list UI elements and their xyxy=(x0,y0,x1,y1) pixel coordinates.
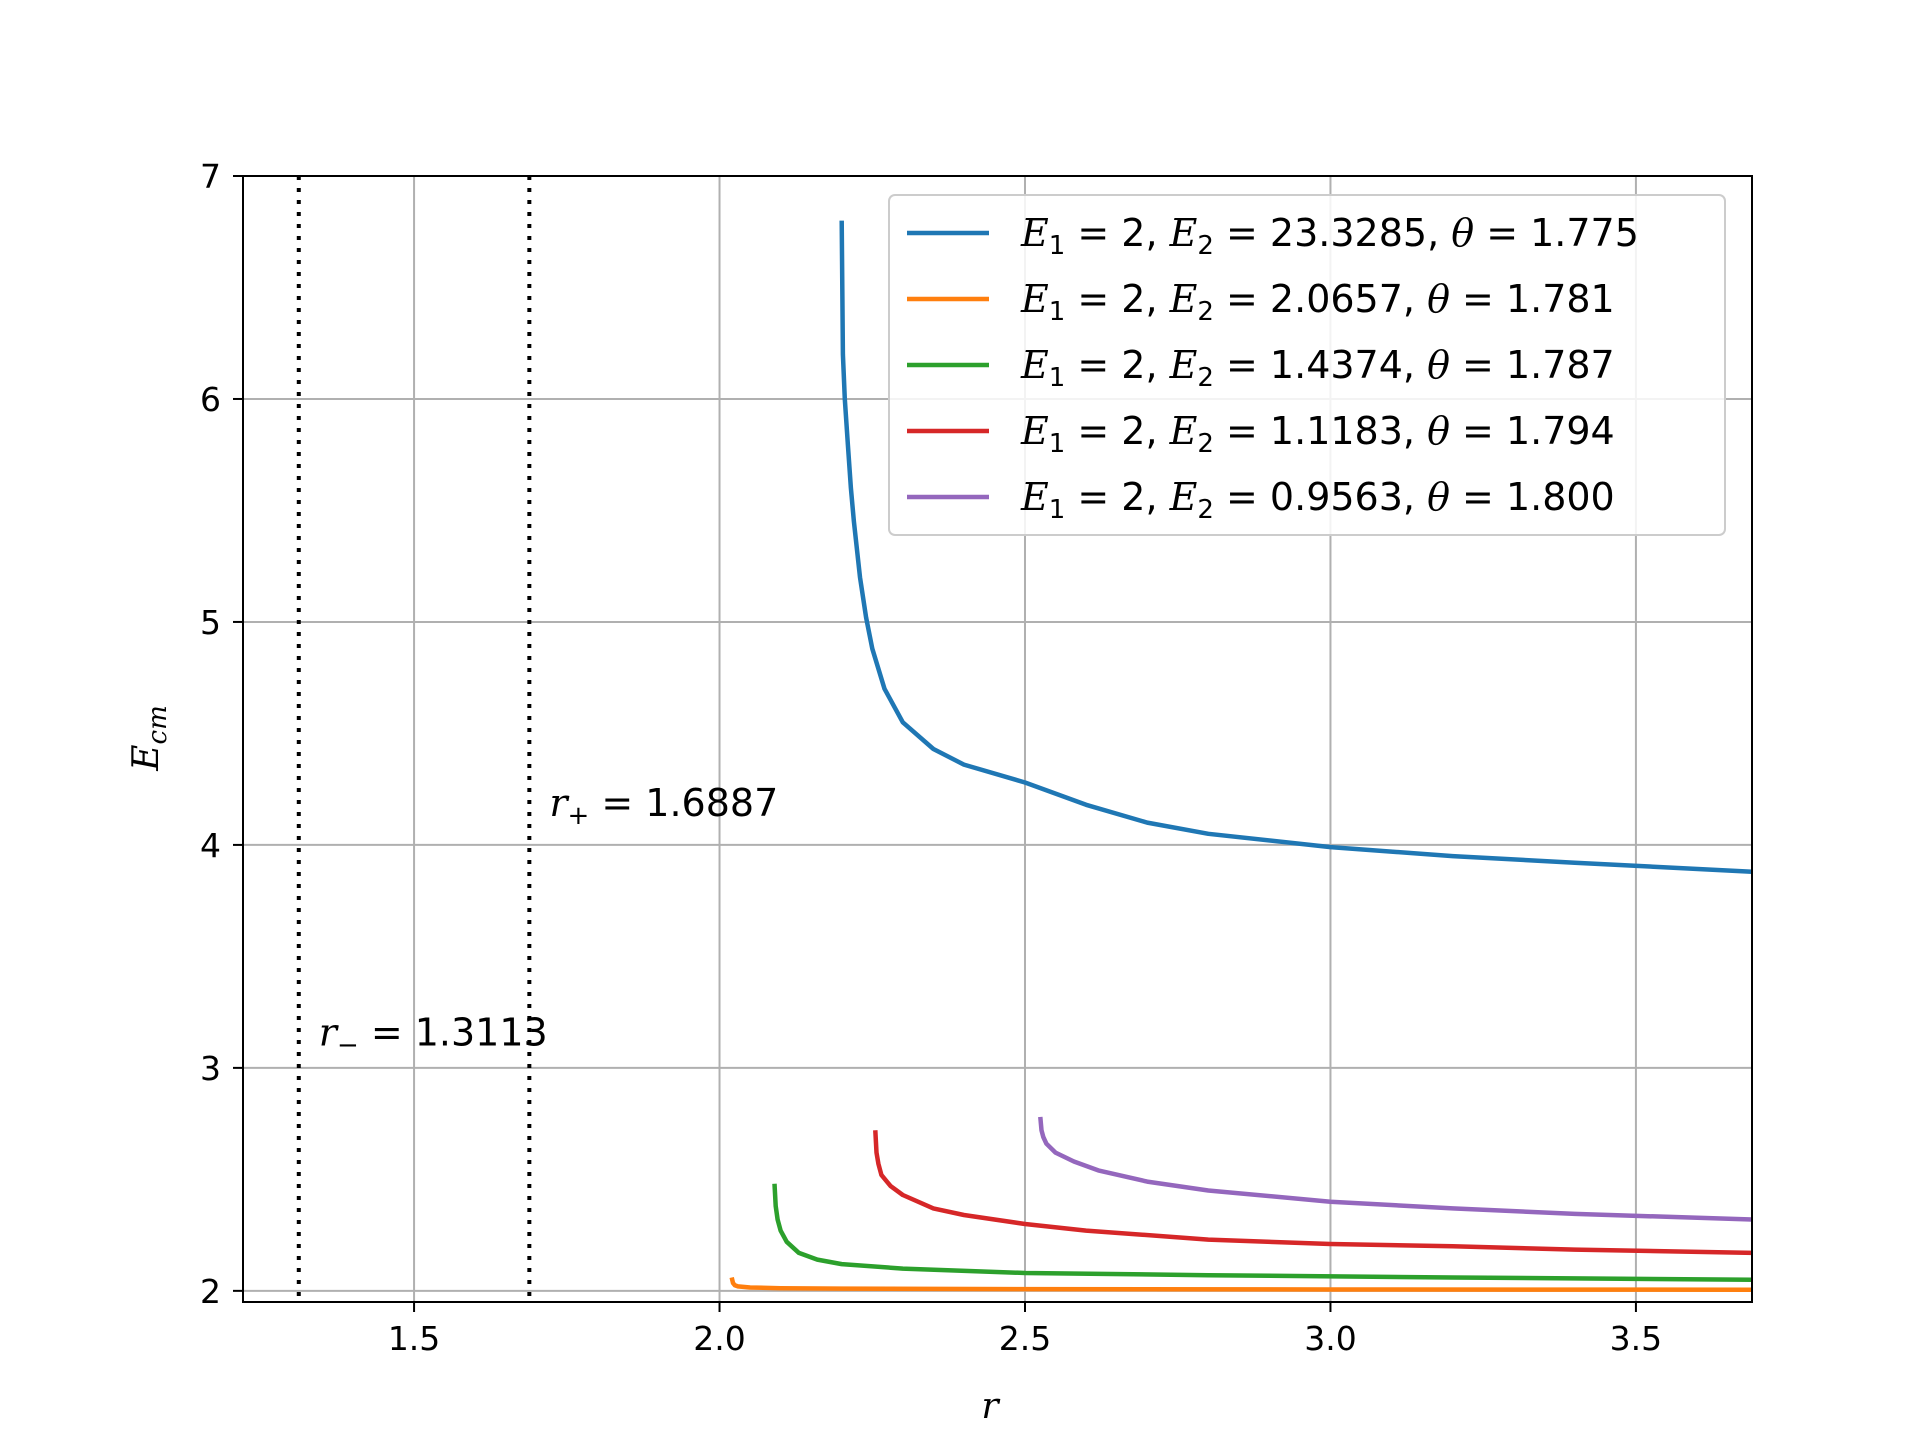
legend-symbol: E xyxy=(1169,475,1198,519)
horizon-subscript: + xyxy=(568,801,590,831)
legend-symbol: θ xyxy=(1427,277,1450,321)
legend-subscript: 2 xyxy=(1197,231,1214,261)
y-axis-label-sub: cm xyxy=(143,705,173,744)
horizon-label-r_minus: r− = 1.3113 xyxy=(319,1011,548,1061)
horizon-subscript: − xyxy=(337,1031,359,1061)
series-line-3 xyxy=(873,1130,1753,1256)
legend-entry-4: E1 = 2, E2 = 0.9563, θ = 1.800 xyxy=(1020,475,1615,525)
series-line-4 xyxy=(1038,1116,1753,1222)
legend-symbol: E xyxy=(1020,409,1049,453)
horizon-symbol: r xyxy=(319,1011,340,1055)
axis-ticks: 1.5 2.0 2.5 3.0 3.5 2 3 4 5 6 7 xyxy=(200,157,1662,1358)
y-axis-label: Ecm xyxy=(126,705,173,772)
legend-entry-1: E1 = 2, E2 = 2.0657, θ = 1.781 xyxy=(1020,277,1615,327)
y-tick-label: 3 xyxy=(200,1049,221,1088)
y-tick-label: 7 xyxy=(200,157,221,196)
legend-value: = 2, xyxy=(1065,343,1169,387)
series-line-1 xyxy=(729,1276,1753,1292)
x-tick-label: 2.0 xyxy=(693,1319,745,1358)
legend-value: = 1.1183, xyxy=(1214,409,1427,453)
legend-value: = 2, xyxy=(1065,277,1169,321)
legend-value: = 2, xyxy=(1065,409,1169,453)
y-tick-label: 6 xyxy=(200,380,221,419)
legend-symbol: E xyxy=(1020,277,1049,321)
legend-entry-3: E1 = 2, E2 = 1.1183, θ = 1.794 xyxy=(1020,409,1615,459)
legend-symbol: θ xyxy=(1427,475,1450,519)
legend-symbol: θ xyxy=(1427,343,1450,387)
legend-box xyxy=(888,194,1726,536)
legend-subscript: 2 xyxy=(1197,429,1214,459)
horizon-value: 1.6887 xyxy=(645,781,778,825)
y-tick-label: 5 xyxy=(200,603,221,642)
legend-value: = 2, xyxy=(1065,475,1169,519)
legend-value: = 1.775 xyxy=(1474,211,1639,255)
series-lines xyxy=(729,220,1753,1292)
legend-symbol: θ xyxy=(1451,211,1474,255)
legend-entry-2: E1 = 2, E2 = 1.4374, θ = 1.787 xyxy=(1020,343,1615,393)
legend-value: = 0.9563, xyxy=(1214,475,1427,519)
legend-value: = 1.787 xyxy=(1450,343,1615,387)
legend-subscript: 2 xyxy=(1197,495,1214,525)
legend-subscript: 1 xyxy=(1049,231,1066,261)
x-tick-label: 3.5 xyxy=(1610,1319,1662,1358)
y-tick-label: 4 xyxy=(200,826,221,865)
x-tick-label: 2.5 xyxy=(999,1319,1051,1358)
legend-subscript: 1 xyxy=(1049,363,1066,393)
legend-symbol: E xyxy=(1169,211,1198,255)
y-tick-label: 2 xyxy=(200,1272,221,1311)
legend-symbol: E xyxy=(1169,409,1198,453)
legend-symbol: θ xyxy=(1427,409,1450,453)
legend-value: = 1.794 xyxy=(1450,409,1615,453)
legend-value: = 1.800 xyxy=(1450,475,1615,519)
legend-value: = 2, xyxy=(1065,211,1169,255)
series-line-2 xyxy=(772,1183,1753,1282)
legend-symbol: E xyxy=(1169,343,1198,387)
legend-subscript: 2 xyxy=(1197,297,1214,327)
legend-value: = 1.781 xyxy=(1450,277,1615,321)
horizon-symbol: r xyxy=(549,781,570,825)
horizon-value: 1.3113 xyxy=(415,1011,548,1055)
legend-entry-0: E1 = 2, E2 = 23.3285, θ = 1.775 xyxy=(1020,211,1639,261)
x-tick-label: 1.5 xyxy=(388,1319,440,1358)
plot-frame xyxy=(242,175,1753,1303)
legend-symbol: E xyxy=(1169,277,1198,321)
legend-subscript: 1 xyxy=(1049,429,1066,459)
legend-value: = 2.0657, xyxy=(1214,277,1427,321)
x-axis-label: r xyxy=(981,1386,1000,1427)
y-axis-label-main: E xyxy=(126,744,167,771)
legend-subscript: 2 xyxy=(1197,363,1214,393)
legend-symbol: E xyxy=(1020,211,1049,255)
legend-subscript: 1 xyxy=(1049,495,1066,525)
horizon-lines xyxy=(296,176,532,1302)
x-tick-label: 3.0 xyxy=(1304,1319,1356,1358)
legend-value: = 1.4374, xyxy=(1214,343,1427,387)
horizon-label-r_plus: r+ = 1.6887 xyxy=(549,781,778,831)
horizon-equals: = xyxy=(589,781,645,825)
legend-value: = 23.3285, xyxy=(1214,211,1451,255)
legend-subscript: 1 xyxy=(1049,297,1066,327)
series-line-0 xyxy=(839,220,1753,874)
legend-symbol: E xyxy=(1020,475,1049,519)
horizon-equals: = xyxy=(359,1011,415,1055)
legend-symbol: E xyxy=(1020,343,1049,387)
